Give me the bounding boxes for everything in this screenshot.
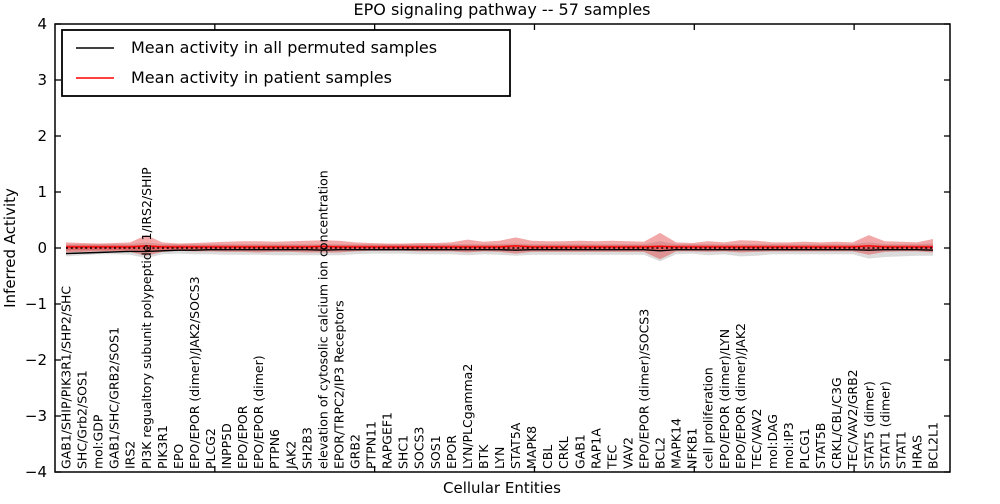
x-tick-label: NFKB1: [685, 428, 700, 469]
x-tick-label: GAB1/SHIP/PIK3R1/SHP2/SHC: [59, 286, 74, 469]
x-tick-label: EPO/EPOR: [235, 405, 250, 469]
x-tick-label: STAT1: [893, 431, 908, 469]
x-tick-label: EPOR/TRPC2/IP3 Receptors: [331, 300, 346, 469]
y-tick-label: 4: [37, 15, 47, 33]
patient-band: [66, 232, 933, 260]
x-tick-label: GAB1: [572, 434, 587, 469]
legend: Mean activity in all permuted samples Me…: [61, 29, 511, 97]
x-tick-label: mol:DAG: [765, 414, 780, 469]
x-tick-label: SHC/Grb2/SOS1: [75, 370, 90, 469]
x-tick-label: TEC: [604, 444, 619, 470]
x-tick-label: RAP1A: [588, 428, 603, 469]
x-tick-label: PLCG1: [797, 428, 812, 469]
y-tick-label: 1: [37, 183, 47, 201]
x-tick-label: BTK: [476, 444, 491, 469]
x-tick-label: SOS1: [428, 435, 443, 469]
y-tick-label: −4: [25, 463, 47, 481]
y-axis-title: Inferred Activity: [1, 188, 19, 308]
x-tick-label: TEC/VAV2: [749, 409, 764, 470]
x-tick-label: EPOR: [444, 435, 459, 469]
x-tick-label: MAPK14: [669, 418, 684, 469]
x-tick-label: EPO/EPOR (dimer)/SOCS3: [637, 309, 652, 469]
x-tick-label: STAT5A: [508, 422, 523, 469]
x-tick-label: SHC1: [396, 435, 411, 469]
legend-patient-label: Mean activity in patient samples: [131, 68, 392, 87]
legend-permuted-label: Mean activity in all permuted samples: [131, 38, 437, 57]
x-tick-label: HRAS: [909, 435, 924, 469]
x-tick-label: MAPK8: [524, 426, 539, 469]
x-axis-title: Cellular Entities: [443, 479, 561, 497]
x-tick-label: PI3K regualtory subunit polypeptide 1/IR…: [139, 167, 154, 469]
lines-layer: [65, 245, 934, 255]
x-tick-label: PTPN6: [267, 429, 282, 469]
x-tick-label: PTPN11: [364, 421, 379, 469]
x-tick-label: IRS2: [123, 441, 138, 469]
permuted-mean-line: [65, 248, 934, 255]
x-tick-label: EPO: [171, 444, 186, 469]
x-tick-label: BCL2L1: [926, 422, 941, 469]
x-tick-label: EPO/EPOR (dimer): [251, 355, 266, 469]
x-tick-label: EPO/EPOR (dimer)/JAK2: [733, 323, 748, 469]
x-tick-label: LYN: [492, 447, 507, 469]
x-tick-label: SH2B3: [299, 427, 314, 469]
y-tick-label: −2: [25, 351, 47, 369]
x-tick-label: EPO/EPOR (dimer)/LYN: [717, 329, 732, 469]
x-tick-label: LYN/PLCgamma2: [460, 364, 475, 469]
x-tick-label: RAPGEF1: [380, 412, 395, 469]
x-tick-label: GAB1/SHC/GRB2/SOS1: [107, 327, 122, 469]
y-tick-label: 2: [37, 127, 47, 145]
y-tick-label: 3: [37, 71, 47, 89]
x-tick-label: CRKL/CBL/C3G: [829, 377, 844, 469]
y-tick-label: −3: [25, 407, 47, 425]
y-tick-label: −1: [25, 295, 47, 313]
x-tick-label: TEC/VAV2/GRB2: [845, 369, 860, 470]
x-tick-label: STAT5 (dimer): [861, 381, 876, 469]
x-tick-label: elevation of cytosolic calcium ion conce…: [315, 170, 330, 469]
x-tick-label: PLCG2: [203, 428, 218, 469]
patient-mean-line: [66, 245, 933, 248]
x-tick-label: EPO/EPOR (dimer)/JAK2/SOCS3: [187, 276, 202, 469]
x-tick-label: mol:GDP: [91, 414, 106, 469]
x-tick-label: mol:IP3: [781, 422, 796, 469]
x-tick-label: BCL2: [653, 437, 668, 469]
x-tick-label: JAK2: [283, 441, 298, 470]
x-tick-label: CRKL: [556, 436, 571, 469]
plot-border: [54, 23, 951, 473]
x-tick-label: VAV2: [620, 437, 635, 469]
y-tick-label: 0: [37, 239, 47, 257]
x-tick-label: STAT1 (dimer): [877, 381, 892, 469]
legend-box: [61, 29, 511, 97]
x-tick-label: cell proliferation: [701, 367, 716, 469]
x-tick-label: STAT5B: [813, 423, 828, 469]
x-tick-label: CBL: [540, 445, 555, 469]
x-tick-label: GRB2: [348, 434, 363, 469]
x-tick-label: PIK3R1: [155, 425, 170, 469]
x-tick-label: INPP5D: [219, 423, 234, 469]
chart-title: EPO signaling pathway -- 57 samples: [354, 0, 651, 19]
x-tick-label: SOCS3: [412, 427, 427, 469]
